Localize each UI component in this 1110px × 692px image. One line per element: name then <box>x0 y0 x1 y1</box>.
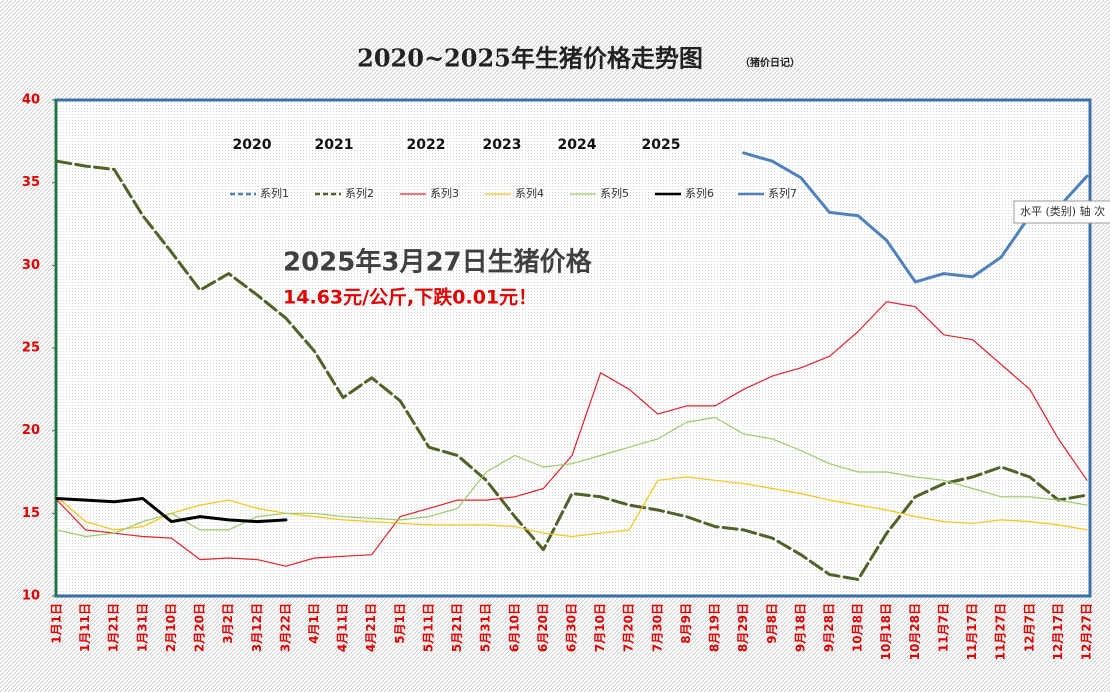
x-tick-label: 5月31日 <box>479 603 493 652</box>
annotation: 2025年3月27日生猪价格 <box>283 247 593 278</box>
x-tick-label: 6月30日 <box>565 603 579 652</box>
year-label: 2021 <box>315 137 354 153</box>
x-tick-label: 4月21日 <box>364 603 378 652</box>
x-tick-label: 2月10日 <box>164 603 178 652</box>
year-label: 2025 <box>642 137 681 153</box>
series-line <box>56 416 1088 538</box>
series-line <box>55 497 288 524</box>
legend-label: 系列6 <box>685 186 714 200</box>
y-tick-label: 40 <box>22 93 40 108</box>
series-line <box>56 301 1088 567</box>
tooltip: 水平 (类别) 轴 次 <box>1013 200 1110 224</box>
legend-label: 系列5 <box>600 186 629 200</box>
x-tick-label: 5月21日 <box>450 603 464 652</box>
year-label: 2022 <box>407 137 446 153</box>
plot-area <box>54 98 1092 598</box>
x-tick-label: 10月8日 <box>851 603 865 652</box>
y-tick-label: 25 <box>22 341 40 356</box>
tooltip-text: 水平 (类别) 轴 次 <box>1020 204 1105 218</box>
x-tick-label: 3月22日 <box>278 603 292 652</box>
x-tick-label: 9月28日 <box>822 603 836 652</box>
y-tick-label: 30 <box>22 258 40 273</box>
x-tick-label: 1月31日 <box>135 603 149 652</box>
x-tick-label: 7月20日 <box>622 603 636 652</box>
x-tick-label: 6月10日 <box>507 603 521 652</box>
x-tick-label: 9月8日 <box>765 603 779 644</box>
x-tick-label: 12月27日 <box>1080 603 1094 660</box>
legend-label: 系列1 <box>260 186 289 200</box>
x-tick-label: 11月7日 <box>936 603 950 652</box>
x-tick-label: 8月19日 <box>708 603 722 652</box>
tooltip-box <box>1013 200 1110 224</box>
x-tick-label: 5月11日 <box>421 603 435 652</box>
y-tick-label: 35 <box>22 175 40 190</box>
y-tick-label: 15 <box>22 506 40 521</box>
x-tick-label: 1月21日 <box>107 603 121 652</box>
x-tick-label: 7月10日 <box>593 603 607 652</box>
series-line <box>55 159 1089 581</box>
legend-label: 系列2 <box>345 186 374 200</box>
x-tick-label: 8月9日 <box>679 603 693 644</box>
x-tick-label: 9月18日 <box>793 603 807 652</box>
x-tick-label: 2月20日 <box>193 603 207 652</box>
x-tick-label: 1月11日 <box>78 603 92 652</box>
chart-subtitle: （猪价日记） <box>740 56 800 69</box>
y-tick-label: 20 <box>22 423 40 438</box>
x-tick-label: 12月7日 <box>1022 603 1036 652</box>
x-tick-label: 6月20日 <box>536 603 550 652</box>
legend-label: 系列7 <box>768 186 797 200</box>
x-tick-label: 11月17日 <box>965 603 979 660</box>
x-tick-label: 10月18日 <box>879 603 893 660</box>
x-tick-label: 8月29日 <box>736 603 750 652</box>
x-tick-label: 11月27日 <box>994 603 1008 660</box>
x-tick-label: 3月12日 <box>250 603 264 652</box>
series-line <box>56 476 1088 538</box>
x-tick-label: 12月17日 <box>1051 603 1065 660</box>
x-tick-label: 4月11日 <box>336 603 350 652</box>
year-label: 2023 <box>483 137 522 153</box>
chart-title: 2020~2025年生猪价格走势图 <box>357 44 703 73</box>
x-tick-label: 10月28日 <box>908 603 922 660</box>
legend-label: 系列4 <box>515 186 544 200</box>
annotation: 14.63元/公斤,下跌0.01元！ <box>283 286 537 309</box>
x-tick-label: 4月1日 <box>307 603 321 644</box>
legend-label: 系列3 <box>430 186 459 200</box>
x-tick-label: 7月30日 <box>650 603 664 652</box>
year-label: 2024 <box>558 137 597 153</box>
x-tick-label: 5月1日 <box>393 603 407 644</box>
y-tick-label: 10 <box>22 589 40 604</box>
x-tick-label: 1月1日 <box>50 603 64 644</box>
x-tick-label: 3月2日 <box>221 603 235 644</box>
year-label: 2020 <box>233 137 272 153</box>
